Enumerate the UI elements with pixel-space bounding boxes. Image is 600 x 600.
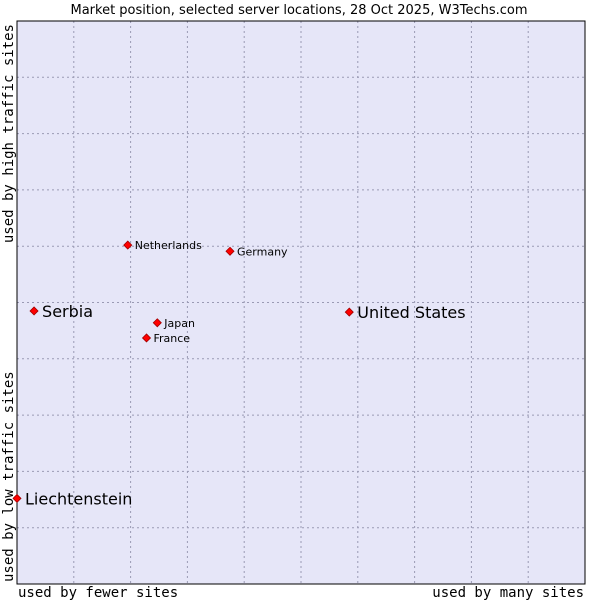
point-marker-japan [152,318,162,328]
y-axis-label-top: used by high traffic sites [1,24,17,243]
x-axis-label-right: used by many sites [432,585,584,600]
point-marker-france [141,333,152,343]
data-points: Netherlands Germany Serbia United States Jap… [12,239,466,508]
point-label-japan: Japan [163,317,195,330]
point-label-serbia: Serbia [42,302,93,321]
point-marker-germany [225,246,235,256]
point-label-germany: Germany [237,245,288,258]
point-label-france: France [154,332,191,345]
point-marker-united-states [344,307,354,317]
point-marker-netherlands [123,240,133,250]
y-axis-label-bottom: used by low traffic sites [1,371,17,582]
point-label-liechtenstein: Liechtenstein [25,489,132,508]
point-label-united-states: United States [357,303,465,322]
point-marker-liechtenstein [12,493,22,503]
grid-lines [17,21,585,584]
x-axis-label-left: used by fewer sites [18,585,178,600]
chart-title: Market position, selected server locatio… [70,3,527,18]
point-label-netherlands: Netherlands [135,239,202,252]
plot-border [16,20,586,585]
point-marker-serbia [29,306,39,316]
